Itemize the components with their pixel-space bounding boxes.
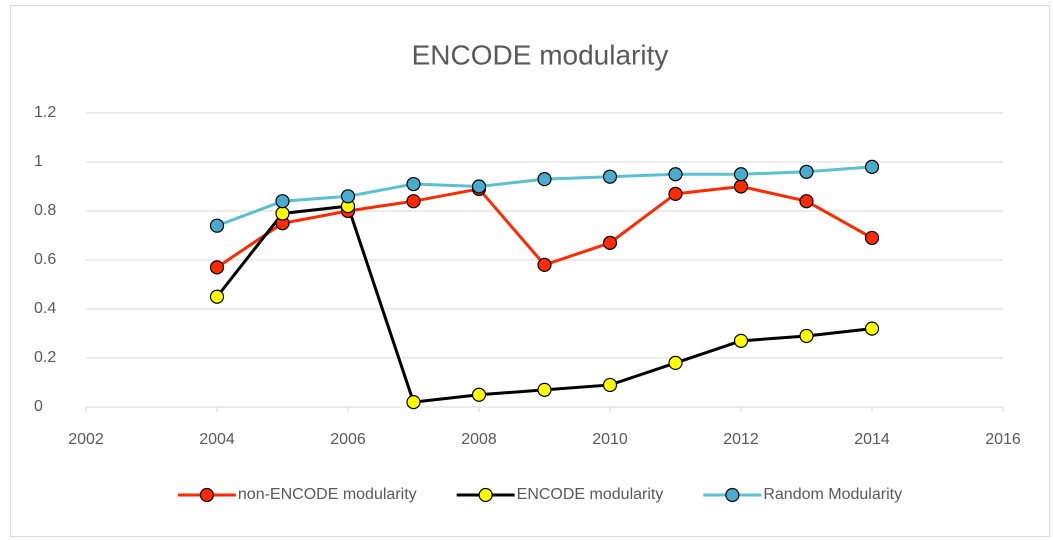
x-tick-label: 2016 xyxy=(985,431,1021,448)
x-tick-label: 2004 xyxy=(199,431,235,448)
data-point xyxy=(471,387,487,402)
x-tick-label: 2010 xyxy=(592,431,628,448)
legend-label: ENCODE modularity xyxy=(517,486,664,503)
data-point xyxy=(864,230,880,246)
data-point xyxy=(733,333,749,348)
data-point xyxy=(537,172,552,187)
chart-border xyxy=(10,5,1050,537)
y-tick-label: 0.6 xyxy=(34,251,56,268)
data-point xyxy=(209,218,225,233)
legend-marker xyxy=(199,487,215,503)
y-tick-label: 0.2 xyxy=(34,349,56,366)
legend-label: non-ENCODE modularity xyxy=(238,486,417,503)
x-tick-label: 2014 xyxy=(854,431,890,448)
x-tick-label: 2006 xyxy=(330,431,366,448)
y-tick-label: 1.2 xyxy=(34,104,56,121)
data-point xyxy=(668,186,683,201)
data-point xyxy=(799,194,814,209)
data-point xyxy=(537,382,552,397)
x-tick-label: 2002 xyxy=(68,431,104,448)
legend-marker xyxy=(725,487,740,503)
x-tick-label: 2012 xyxy=(723,431,759,448)
data-point xyxy=(209,289,225,304)
data-point xyxy=(471,179,487,194)
y-tick-label: 1 xyxy=(34,153,43,170)
data-point xyxy=(602,169,618,184)
data-point xyxy=(209,260,225,275)
data-point xyxy=(733,167,749,182)
data-point xyxy=(602,235,618,250)
data-point xyxy=(668,167,683,182)
data-point xyxy=(406,194,421,209)
data-point xyxy=(406,395,421,410)
y-tick-label: 0 xyxy=(34,398,43,415)
data-point xyxy=(275,194,290,209)
data-point xyxy=(406,176,421,192)
data-point xyxy=(537,257,552,272)
data-point xyxy=(668,355,683,370)
chart-title: ENCODE modularity xyxy=(412,39,669,70)
data-point xyxy=(602,377,618,393)
data-point xyxy=(340,189,356,204)
x-tick-label: 2008 xyxy=(461,431,497,448)
data-point xyxy=(799,164,814,179)
data-point xyxy=(799,328,814,344)
legend-marker xyxy=(478,487,493,503)
data-point xyxy=(275,206,290,221)
y-tick-label: 0.8 xyxy=(34,202,56,219)
data-point xyxy=(864,159,880,174)
data-point xyxy=(733,179,749,194)
y-tick-label: 0.4 xyxy=(34,300,56,317)
data-point xyxy=(864,321,880,336)
legend-label: Random Modularity xyxy=(763,486,902,503)
